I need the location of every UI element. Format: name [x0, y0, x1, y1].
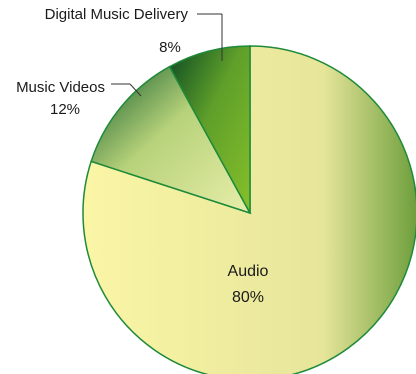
label-digital-music-delivery: Digital Music Delivery [45, 6, 189, 23]
pie-slice-audio [82, 45, 416, 374]
label-digital-music-delivery-pct: 8% [159, 39, 181, 56]
leader-line-videos-drop [129, 83, 142, 97]
pie-slice-digital-music-delivery [168, 45, 251, 214]
label-music-videos: Music Videos [16, 79, 105, 96]
label-music-videos-pct: 12% [50, 101, 80, 118]
pie-slice-music-videos [90, 65, 252, 215]
label-audio-pct: 80% [232, 289, 264, 306]
label-audio: Audio [228, 263, 269, 280]
